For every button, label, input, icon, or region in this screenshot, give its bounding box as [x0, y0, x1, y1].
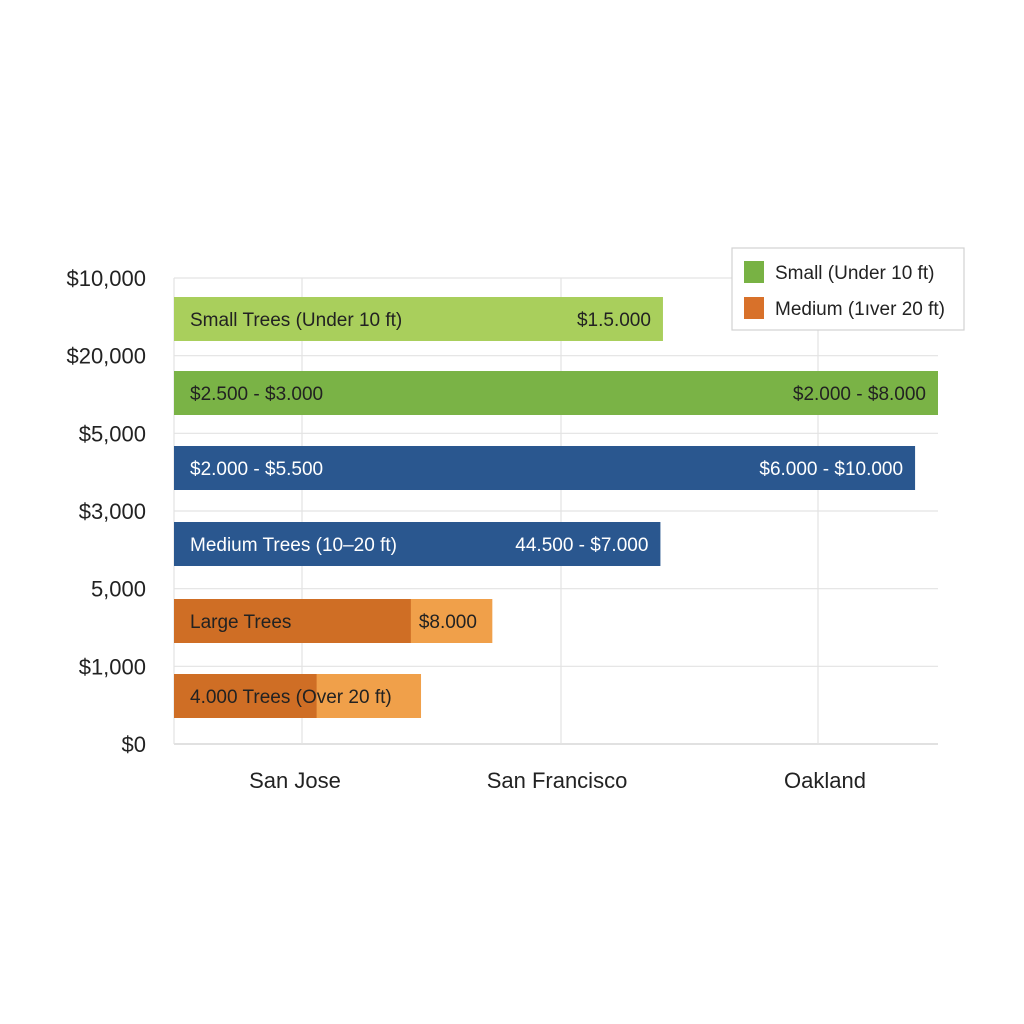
legend: Small (Under 10 ft) Medium (1ıver 20 ft): [731, 247, 965, 331]
x-axis: San Jose San Francisco Oakland: [249, 768, 866, 793]
bar-value-label: $2.000 - $8.000: [793, 384, 926, 405]
bar-label: 4.000 Trees (Over 20 ft): [190, 687, 392, 708]
bar-value-label: $1.5.000: [577, 310, 651, 331]
bar: [174, 522, 661, 566]
y-tick-label: 5,000: [91, 577, 146, 602]
bar-segment: [174, 674, 317, 718]
grid: [173, 277, 938, 745]
y-tick-label: $5,000: [79, 421, 146, 446]
legend-label: Medium (1ıver 20 ft): [775, 299, 945, 320]
legend-box: [731, 247, 965, 331]
bar: [174, 371, 938, 415]
bar-label: Large Trees: [190, 612, 291, 633]
x-tick-label: San Francisco: [487, 768, 628, 793]
bar-value-label: $8.000: [419, 612, 477, 633]
legend-label: Small (Under 10 ft): [775, 263, 934, 284]
y-tick-label: $20,000: [66, 344, 146, 369]
y-axis: $10,000 $20,000 $5,000 $3,000 5,000 $1,000 $0: [66, 266, 146, 757]
bar-label: Medium Trees (10–20 ft): [190, 535, 397, 556]
y-tick-label: $3,000: [79, 499, 146, 524]
legend-swatch: [744, 297, 764, 319]
bar-value-label: $6.000 - $10.000: [759, 459, 903, 480]
legend-swatch: [744, 261, 764, 283]
x-tick-label: Oakland: [784, 768, 866, 793]
bars: Small Trees (Under 10 ft) $1.5.000 $2.500 …: [174, 297, 938, 718]
bar: [174, 446, 916, 490]
y-tick-label: $10,000: [66, 266, 146, 291]
bar-segment: [174, 599, 411, 643]
x-tick-label: San Jose: [249, 768, 341, 793]
bar-value-label: 44.500 - $7.000: [515, 535, 648, 556]
bar-label: $2.500 - $3.000: [190, 384, 323, 405]
bar-label: Small Trees (Under 10 ft): [190, 310, 402, 331]
bar: [174, 297, 663, 341]
y-tick-label: $1,000: [79, 654, 146, 679]
bar-label: $2.000 - $5.500: [190, 459, 323, 480]
y-tick-label: $0: [122, 732, 146, 757]
